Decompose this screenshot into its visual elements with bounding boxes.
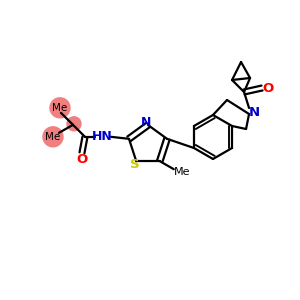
Text: Me: Me <box>52 103 68 113</box>
Text: S: S <box>130 158 140 171</box>
Circle shape <box>43 127 63 147</box>
Text: Me: Me <box>173 167 190 177</box>
Text: HN: HN <box>92 130 112 143</box>
Text: Me: Me <box>45 132 61 142</box>
Circle shape <box>67 117 81 131</box>
Text: O: O <box>76 153 88 166</box>
Text: O: O <box>262 82 274 94</box>
Text: N: N <box>248 106 260 119</box>
Circle shape <box>50 98 70 118</box>
Text: N: N <box>141 116 151 130</box>
